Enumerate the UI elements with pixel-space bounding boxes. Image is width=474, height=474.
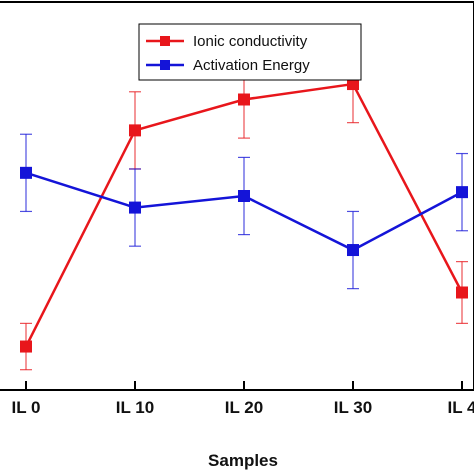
data-point-activation-energy (129, 201, 141, 214)
axes (0, 1, 474, 391)
x-tick-label: IL 0 (12, 398, 41, 417)
legend-marker-ionic-conductivity (160, 36, 170, 46)
data-point-ionic-conductivity (238, 93, 250, 106)
data-point-activation-energy (20, 166, 32, 179)
data-point-activation-energy (238, 190, 250, 202)
legend-label-ionic-conductivity: Ionic conductivity (193, 33, 308, 50)
x-tick-label: IL 10 (116, 398, 154, 417)
x-tick-label: IL 30 (334, 398, 372, 417)
legend-box (138, 23, 362, 81)
data-point-ionic-conductivity (20, 340, 32, 353)
x-axis-title: Samples (208, 451, 278, 470)
data-point-ionic-conductivity (129, 124, 141, 137)
x-axis-ticks: IL 0 IL 10 IL 20 IL 30 IL 4 (12, 381, 474, 417)
series-markers (20, 78, 468, 353)
data-point-ionic-conductivity (347, 78, 359, 91)
legend-label-activation-energy: Activation Energy (193, 57, 310, 74)
data-point-activation-energy (456, 186, 468, 199)
legend: Ionic conductivity Activation Energy (138, 23, 362, 81)
plot-frame (0, 1, 474, 391)
legend-marker-activation-energy (160, 60, 170, 70)
data-point-activation-energy (347, 244, 359, 257)
data-point-ionic-conductivity (456, 286, 468, 299)
x-tick-label: IL 4 (448, 398, 474, 417)
x-tick-label: IL 20 (225, 398, 263, 417)
